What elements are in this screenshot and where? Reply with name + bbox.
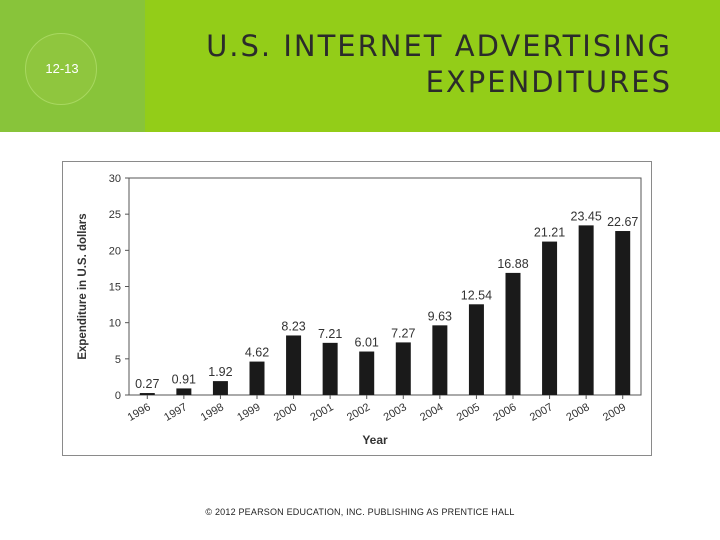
bar-value-label: 23.45 [571, 209, 602, 223]
y-tick-label: 0 [115, 390, 121, 402]
bar-2003 [395, 342, 411, 395]
bar-2002 [359, 351, 375, 395]
bar-2006 [505, 272, 521, 395]
title-band: U.S. INTERNET ADVERTISING EXPENDITURES [145, 0, 720, 132]
bar-value-label: 7.27 [391, 326, 415, 340]
bar-1998 [212, 381, 228, 395]
bar-value-label: 22.67 [607, 215, 638, 229]
y-tick-label: 15 [109, 282, 121, 294]
bar-value-label: 8.23 [281, 319, 305, 333]
plot-area-border [128, 177, 642, 396]
y-tick-label: 30 [109, 173, 121, 185]
x-axis-label: Year [362, 433, 388, 447]
x-tick-label: 2008 [564, 401, 591, 424]
x-tick-label: 2009 [601, 401, 628, 424]
bar-value-label: 9.63 [428, 309, 452, 323]
bar-value-label: 7.21 [318, 327, 342, 341]
bar-1996 [139, 393, 155, 395]
bar-value-label: 12.54 [461, 288, 492, 302]
bar-value-label: 1.92 [208, 365, 232, 379]
bar-1997 [176, 388, 192, 395]
x-tick-label: 2006 [491, 401, 518, 424]
bar-2008 [578, 225, 594, 395]
bar-value-label: 4.62 [245, 346, 269, 360]
slide-title-line-1: U.S. INTERNET ADVERTISING [206, 29, 672, 63]
x-tick-label: 2005 [455, 401, 482, 424]
bar-2000 [286, 335, 302, 395]
bar-2009 [615, 231, 631, 395]
x-tick-label: 2002 [345, 401, 372, 424]
x-tick-label: 2000 [272, 401, 299, 424]
y-axis-label: Expenditure in U.S. dollars [77, 213, 89, 359]
x-tick-label: 2004 [418, 401, 445, 424]
x-tick-label: 2007 [528, 401, 555, 424]
y-tick-label: 5 [115, 354, 121, 366]
x-tick-label: 1999 [235, 401, 262, 424]
x-tick-label: 1997 [162, 401, 189, 424]
chart-frame: 0 5 10 15 20 25 30 0.27 1996 0.91 1997 1.92 1998 4.62… [62, 161, 652, 456]
bar-chart: 0 5 10 15 20 25 30 0.27 1996 0.91 1997 1.92 1998 4.62… [77, 173, 642, 447]
bar-2007 [542, 241, 558, 395]
slide-title: U.S. INTERNET ADVERTISING EXPENDITURES [152, 28, 672, 100]
slide-title-line-2: EXPENDITURES [425, 65, 672, 99]
slide-number-circle: 12-13 [25, 33, 97, 105]
copyright-footer: © 2012 PEARSON EDUCATION, INC. PUBLISHIN… [205, 507, 515, 517]
y-tick-label: 10 [109, 318, 121, 330]
slide-number: 12-13 [45, 61, 79, 76]
bar-value-label: 0.27 [135, 377, 159, 391]
bar-value-label: 16.88 [497, 257, 528, 271]
bar-value-label: 0.91 [172, 372, 196, 386]
bar-value-label: 6.01 [355, 336, 379, 350]
y-tick-label: 20 [109, 245, 121, 257]
x-tick-label: 1998 [199, 401, 226, 424]
x-tick-label: 2003 [382, 401, 409, 424]
x-tick-label: 2001 [308, 401, 335, 424]
bar-1999 [249, 361, 265, 395]
x-tick-label: 1996 [126, 401, 153, 424]
bar-2004 [432, 325, 448, 395]
bar-2001 [322, 342, 338, 395]
bar-2005 [468, 304, 484, 395]
left-accent-panel: 12-13 [0, 0, 145, 132]
y-tick-label: 25 [109, 209, 121, 221]
bar-value-label: 21.21 [534, 226, 565, 240]
